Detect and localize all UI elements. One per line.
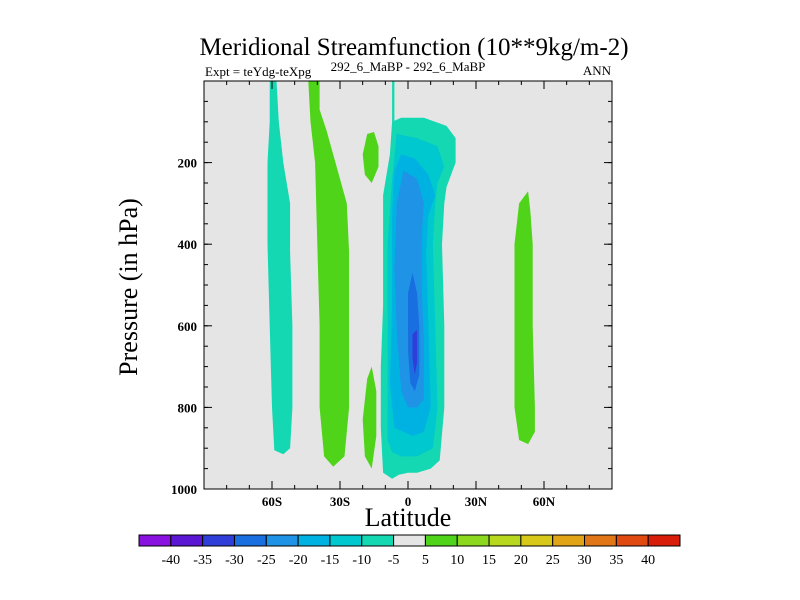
colorbar-swatch [424, 534, 458, 547]
contour-sh-polar-cell [267, 81, 293, 455]
colorbar-label: -25 [257, 553, 276, 568]
colorbar-swatch [233, 534, 267, 547]
colorbar-label: -35 [193, 553, 212, 568]
x-axis-label: Latitude [365, 503, 452, 532]
colorbar-swatch [647, 534, 681, 547]
colorbar-swatch [138, 534, 172, 547]
contour-blob-lower [362, 366, 377, 469]
colorbar-label: 5 [422, 553, 429, 568]
x-tick-label: 60S [262, 494, 282, 509]
colorbar-swatch [488, 534, 522, 547]
colorbar-label: 10 [450, 553, 464, 568]
right-subtitle: ANN [583, 63, 612, 78]
colorbar-label: 35 [609, 553, 623, 568]
colorbar-swatch [584, 534, 617, 547]
contour-filament-cyan [392, 81, 395, 122]
contour-hadley-m30 [412, 329, 418, 375]
colorbar-swatch [552, 534, 586, 547]
colorbar-swatch [393, 534, 426, 547]
y-axis-label: Pressure (in hPa) [114, 198, 143, 376]
x-tick-label: 30N [465, 494, 488, 509]
colorbar-swatch [265, 534, 299, 547]
colorbar-swatch [520, 534, 554, 547]
colorbar-swatch [170, 534, 204, 547]
colorbar-swatch [202, 534, 235, 547]
colorbar-label: 15 [482, 553, 496, 568]
y-tick-label: 400 [178, 237, 198, 252]
colorbar-label: -5 [388, 553, 400, 568]
y-tick-label: 1000 [171, 482, 197, 497]
colorbar-swatch [329, 534, 363, 547]
x-tick-label: 60N [533, 494, 556, 509]
x-tick-label: 30S [330, 494, 350, 509]
colorbar-label: 40 [641, 553, 655, 568]
contour-nh-ferrel-cell [514, 191, 535, 445]
colorbar-label: -10 [352, 553, 371, 568]
colorbar-swatch [615, 534, 649, 547]
y-tick-label: 600 [178, 319, 198, 334]
colorbar-label: -15 [321, 553, 340, 568]
colorbar: -40 -35 -30 -25 -20 -15 -10 -5 5 10 15 20 25 30 35 40 [138, 534, 681, 568]
chart-title: Meridional Streamfunction (10**9kg/m-2) [199, 34, 628, 61]
colorbar-label: 30 [578, 553, 592, 568]
colorbar-label: 20 [514, 553, 528, 568]
x-tick-label: 0 [405, 494, 412, 509]
left-subtitle: Expt = teYdg-teXpg [205, 64, 312, 79]
colorbar-label: -30 [225, 553, 244, 568]
colorbar-label: -40 [161, 553, 180, 568]
y-tick-label: 200 [178, 156, 198, 171]
colorbar-swatch [456, 534, 490, 547]
center-subtitle: 292_6_MaBP - 292_6_MaBP [331, 59, 486, 74]
colorbar-swatch [297, 534, 331, 547]
colorbar-label: 25 [546, 553, 560, 568]
y-tick-label: 800 [178, 400, 198, 415]
colorbar-swatch [361, 534, 395, 547]
contour-blob-upper [362, 132, 379, 183]
colorbar-label: -20 [289, 553, 308, 568]
contour-sh-ferrel-cell [308, 81, 350, 467]
